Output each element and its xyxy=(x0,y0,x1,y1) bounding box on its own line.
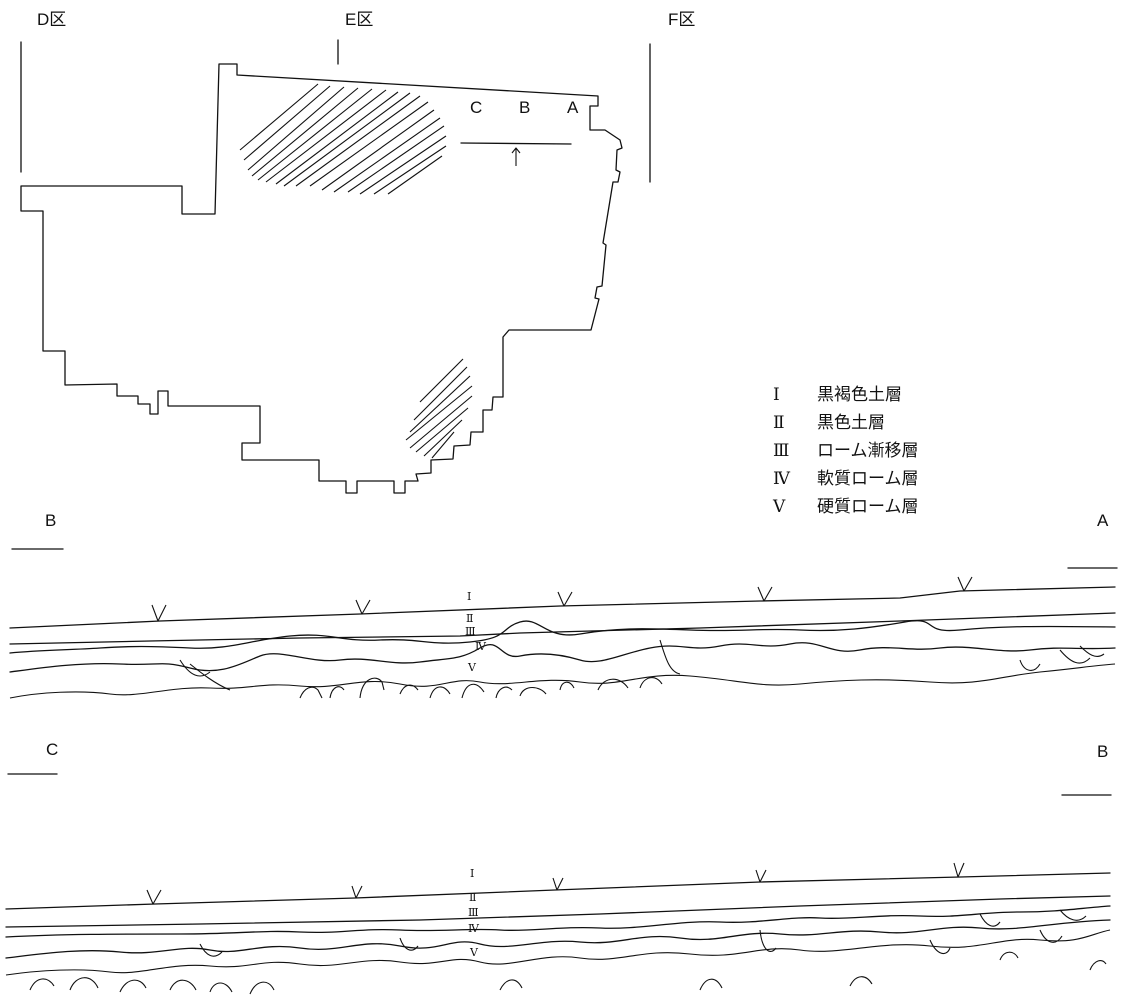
section1-layer-2: Ⅱ xyxy=(466,612,473,625)
legend: Ⅰ 黒褐色土層 Ⅱ 黒色土層 Ⅲ ローム漸移層 Ⅳ 軟質ローム層 Ⅴ 硬質ローム… xyxy=(772,385,919,517)
section2-layer-3: Ⅲ xyxy=(468,906,479,919)
legend-text-3: ローム漸移層 xyxy=(817,441,919,461)
root-mark-icon xyxy=(757,586,773,602)
hatch-line xyxy=(415,407,469,453)
root-mark-icon xyxy=(953,862,965,878)
hatch-line xyxy=(243,85,331,161)
legend-item: Ⅲ ローム漸移層 xyxy=(773,441,919,461)
legend-text-2: 黒色土層 xyxy=(817,413,885,433)
section2-layer-1: Ⅰ xyxy=(470,867,474,880)
hatch-line xyxy=(239,83,319,151)
hatch-line xyxy=(257,88,373,181)
root-mark-icon xyxy=(151,604,167,622)
root-trace xyxy=(179,639,1105,699)
root-trace xyxy=(29,909,1107,995)
area-label-f: F区 xyxy=(668,10,695,29)
section2-layer-2: Ⅱ xyxy=(469,891,476,904)
hatched-area-upper xyxy=(239,83,447,195)
legend-item: Ⅴ 硬質ローム層 xyxy=(772,497,919,517)
legend-item: Ⅳ 軟質ローム層 xyxy=(773,469,919,489)
legend-text-5: 硬質ローム層 xyxy=(817,497,919,517)
section1-layer-1: Ⅰ xyxy=(467,590,471,603)
plan-point-b: B xyxy=(519,98,530,117)
root-mark-icon xyxy=(755,869,767,883)
hatch-line xyxy=(423,419,463,457)
root-marks xyxy=(151,576,973,622)
hatch-line xyxy=(431,431,455,459)
section-profile-1: B A Ⅰ Ⅱ Ⅲ Ⅳ Ⅴ xyxy=(9,511,1118,699)
hatch-line xyxy=(405,385,473,441)
hatch-line xyxy=(387,155,443,195)
hatch-line xyxy=(265,89,387,183)
hatch-line xyxy=(251,87,359,177)
layer-boundary-line xyxy=(5,905,1111,938)
section1-right-label: A xyxy=(1097,511,1109,530)
legend-num-5: Ⅴ xyxy=(772,497,786,517)
legend-num-4: Ⅳ xyxy=(773,469,791,489)
legend-item: Ⅰ 黒褐色土層 xyxy=(773,385,902,405)
section1-layer-5: Ⅴ xyxy=(467,661,477,674)
section1-layer-3: Ⅲ xyxy=(465,625,476,638)
legend-num-1: Ⅰ xyxy=(773,385,780,405)
area-label-d: D区 xyxy=(37,10,66,29)
hatch-line xyxy=(333,117,441,193)
legend-num-3: Ⅲ xyxy=(773,441,789,461)
legend-text-1: 黒褐色土層 xyxy=(817,385,902,405)
hatch-line xyxy=(419,358,464,403)
hatch-line xyxy=(247,86,345,171)
hatch-line xyxy=(283,92,411,187)
arrow-head-icon xyxy=(511,147,521,154)
hatched-area-lower xyxy=(405,358,473,459)
plan-point-c: C xyxy=(470,98,482,117)
root-mark-icon xyxy=(355,599,371,615)
section2-right-label: B xyxy=(1097,742,1108,761)
layer-boundary-line xyxy=(9,663,1116,699)
hatch-line xyxy=(359,135,447,195)
root-mark-icon xyxy=(146,889,162,905)
legend-item: Ⅱ 黒色土層 xyxy=(773,413,885,433)
section-line xyxy=(460,142,572,145)
root-mark-icon xyxy=(957,576,973,592)
section-profile-2: C B Ⅰ Ⅱ Ⅲ Ⅳ Ⅴ xyxy=(5,740,1112,995)
layer-boundary-line xyxy=(9,620,1116,654)
section1-left-label: B xyxy=(45,511,56,530)
hatch-line xyxy=(409,395,473,449)
hatch-line xyxy=(373,145,447,195)
hatch-line xyxy=(275,91,399,185)
root-mark-icon xyxy=(351,885,363,899)
layer-boundary-line xyxy=(5,919,1111,959)
layer-boundary-line xyxy=(5,895,1111,928)
section2-layer-4: Ⅳ xyxy=(468,922,480,935)
hatch-line xyxy=(309,101,429,187)
hatch-line xyxy=(321,109,435,191)
section2-left-label: C xyxy=(46,740,58,759)
plan-point-a: A xyxy=(567,98,579,117)
legend-text-4: 軟質ローム層 xyxy=(817,469,919,489)
area-label-e: E区 xyxy=(345,10,373,29)
hatch-line xyxy=(347,125,445,193)
layer-boundary-line xyxy=(5,929,1111,976)
root-marks xyxy=(146,862,965,905)
ground-surface-line xyxy=(9,586,1116,629)
hatch-line xyxy=(295,95,421,187)
legend-num-2: Ⅱ xyxy=(773,413,785,433)
excavation-plan-outline xyxy=(20,63,623,494)
root-mark-icon xyxy=(557,591,573,607)
hatch-line xyxy=(413,366,468,421)
layer-boundary-line xyxy=(9,642,1116,673)
ground-surface-line xyxy=(5,872,1111,910)
layer-boundary-line xyxy=(9,612,1116,645)
section1-layer-4: Ⅳ xyxy=(475,640,487,653)
hatch-line xyxy=(409,375,471,433)
root-mark-icon xyxy=(552,877,564,891)
section2-layer-5: Ⅴ xyxy=(469,946,479,959)
